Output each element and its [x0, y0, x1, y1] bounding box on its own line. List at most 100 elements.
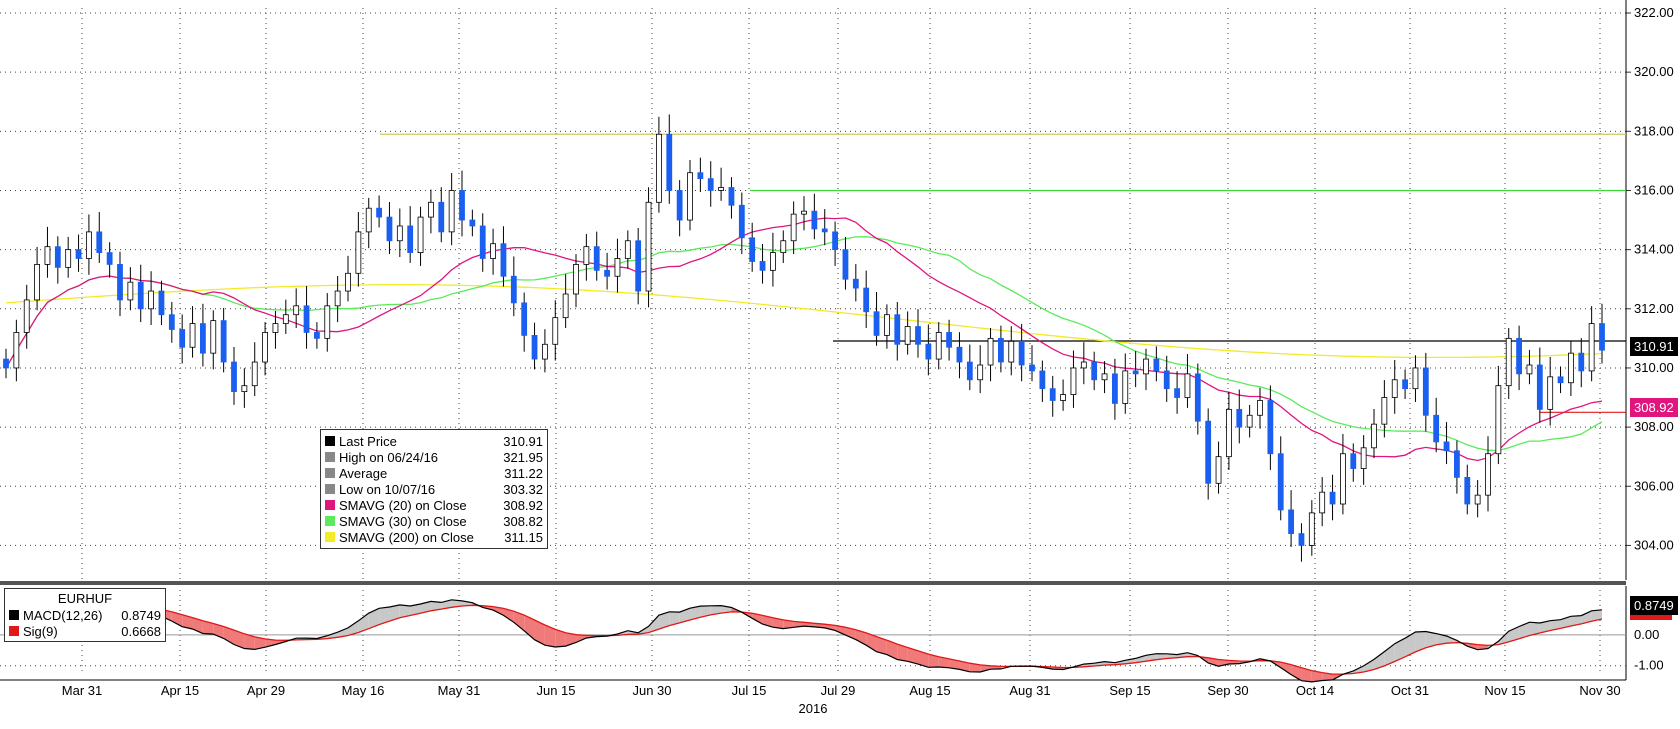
macd-tick-label: 0.00	[1634, 627, 1659, 642]
candle	[1071, 350, 1076, 407]
candle-body	[180, 329, 185, 347]
candle-body	[1309, 513, 1314, 546]
candle	[905, 311, 910, 354]
candle	[874, 292, 879, 346]
legend-swatch	[325, 468, 335, 478]
candle-body	[677, 190, 682, 220]
candle	[532, 323, 537, 370]
candle-body	[833, 232, 838, 250]
candle-body	[1237, 409, 1242, 427]
year-label: 2016	[799, 701, 828, 716]
candle	[1237, 390, 1242, 444]
candle	[698, 158, 703, 192]
candle	[853, 264, 858, 301]
candle	[397, 209, 402, 258]
candle	[439, 187, 444, 242]
candle	[802, 196, 807, 230]
candle-body	[169, 315, 174, 330]
sig-swatch	[9, 626, 19, 636]
candle-body	[1216, 457, 1221, 484]
candle-body	[636, 241, 641, 291]
candle-body	[232, 362, 237, 392]
candle	[1061, 379, 1066, 410]
candle	[1050, 376, 1055, 417]
candle	[1475, 480, 1480, 517]
candle	[1496, 366, 1501, 464]
x-tick-label: Sep 15	[1109, 683, 1150, 698]
candle	[180, 314, 185, 363]
candle	[1112, 359, 1117, 420]
candle	[1392, 360, 1397, 414]
candle-body	[1123, 371, 1128, 404]
candle-body	[1278, 454, 1283, 510]
candle-body	[408, 226, 413, 253]
x-tick-label: May 16	[342, 683, 385, 698]
candle	[988, 328, 993, 381]
candle-body	[118, 264, 123, 299]
candle-body	[781, 241, 786, 253]
candle-body	[221, 321, 226, 362]
candle	[553, 300, 558, 360]
candle-body	[1351, 454, 1356, 469]
candle-body	[1206, 421, 1211, 483]
candle	[770, 233, 775, 287]
candle-body	[501, 244, 506, 277]
candle	[366, 198, 371, 248]
candle	[729, 177, 734, 218]
candle-body	[1226, 409, 1231, 456]
candle	[1040, 361, 1045, 402]
candle	[1423, 353, 1428, 432]
candle-body	[770, 253, 775, 271]
candle	[947, 320, 952, 361]
candle	[86, 214, 91, 274]
candle	[1444, 422, 1449, 464]
candle	[1009, 326, 1014, 375]
candle	[460, 171, 465, 237]
candle-body	[1299, 534, 1304, 546]
candle-body	[967, 362, 972, 380]
candle-body	[346, 273, 351, 291]
candle	[1102, 361, 1107, 393]
candle	[232, 347, 237, 405]
candle-body	[605, 270, 610, 276]
candle-body	[957, 347, 962, 362]
candle-body	[594, 247, 599, 271]
macd-legend-title: EURHUF	[9, 591, 161, 607]
candle	[1320, 477, 1325, 526]
candle	[916, 309, 921, 358]
candle-body	[480, 226, 485, 259]
candle-body	[190, 324, 195, 348]
candle-body	[366, 208, 371, 232]
candle	[314, 322, 319, 349]
x-tick-label: Jun 15	[536, 683, 575, 698]
candle	[159, 281, 164, 325]
candle-body	[294, 306, 299, 315]
candle-body	[491, 244, 496, 259]
sma20-line	[6, 218, 1602, 461]
candle-body	[356, 232, 361, 273]
candle-body	[14, 332, 19, 367]
x-tick-label: Oct 31	[1391, 683, 1429, 698]
candle-body	[843, 250, 848, 280]
x-tick-label: Mar 31	[62, 683, 102, 698]
candle	[812, 194, 817, 240]
price-tick-label: 316.00	[1634, 182, 1674, 197]
candle	[190, 306, 195, 357]
candle	[957, 332, 962, 378]
candle-body	[377, 208, 382, 217]
candle-body	[1258, 400, 1263, 415]
candle	[491, 229, 496, 275]
legend-value: 321.95	[503, 450, 543, 465]
candle-body	[66, 250, 71, 268]
legend-value: 310.91	[503, 434, 543, 449]
sig-value: 0.6668	[121, 624, 161, 639]
candle	[1092, 352, 1097, 390]
candle-body	[387, 217, 392, 241]
candle	[1351, 443, 1356, 481]
candle	[574, 254, 579, 307]
candle	[1527, 350, 1532, 384]
